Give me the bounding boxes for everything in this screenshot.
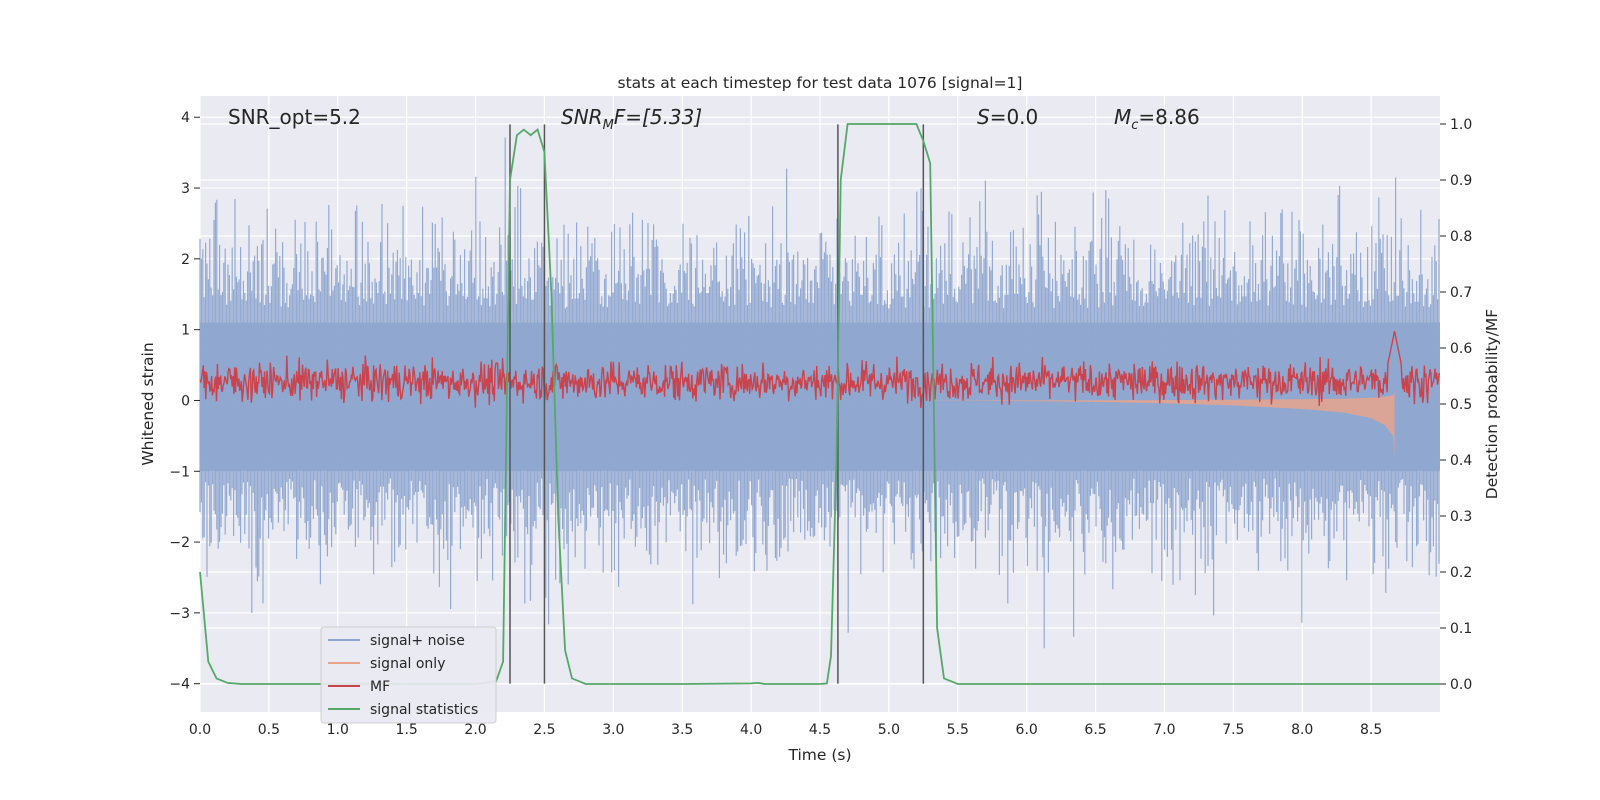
legend-box xyxy=(320,626,497,724)
x-tick-label: 2.0 xyxy=(464,722,486,738)
chart-title: stats at each timestep for test data 107… xyxy=(618,74,1023,92)
right-y-tick-label: 0.5 xyxy=(1450,397,1472,413)
annotation-s: S=0.0 xyxy=(977,105,1038,129)
x-tick-label: 3.0 xyxy=(602,722,624,738)
x-tick-label: 4.0 xyxy=(740,722,762,738)
mf-series xyxy=(199,331,1440,409)
x-tick-label: 1.0 xyxy=(327,722,349,738)
annotation-snr-mf: SNRMF=[5.33] xyxy=(561,105,702,133)
legend: signal+ noise signal only MF signal stat… xyxy=(320,626,497,724)
x-tick-label: 5.5 xyxy=(947,722,969,738)
left-y-tick-label: 3 xyxy=(181,181,190,197)
left-y-tick-label: −2 xyxy=(169,535,190,551)
x-tick-label: 3.5 xyxy=(671,722,693,738)
x-axis-label: Time (s) xyxy=(787,746,851,764)
x-tick-label: 2.5 xyxy=(533,722,555,738)
right-y-tick-label: 0.7 xyxy=(1450,285,1472,301)
legend-label-signal-statistics: signal statistics xyxy=(370,702,478,718)
right-y-axis-ticks: 0.0 0.1 0.2 0.3 0.4 0.5 0.6 0.7 0.8 0.9 1.0 xyxy=(1440,117,1472,693)
x-tick-label: 7.0 xyxy=(1153,722,1175,738)
right-y-tick-label: 0.0 xyxy=(1450,677,1472,693)
x-tick-label: 0.5 xyxy=(258,722,280,738)
right-y-tick-label: 0.6 xyxy=(1450,341,1472,357)
x-tick-label: 1.5 xyxy=(396,722,418,738)
annotation-snr-opt: SNR_opt=5.2 xyxy=(228,105,361,129)
x-tick-label: 7.5 xyxy=(1222,722,1244,738)
legend-label-mf: MF xyxy=(370,679,390,695)
left-y-tick-label: 0 xyxy=(181,393,190,409)
x-tick-label: 4.5 xyxy=(809,722,831,738)
left-y-tick-label: −1 xyxy=(169,464,190,480)
signal-plus-noise-series xyxy=(199,137,1440,649)
right-y-tick-label: 0.2 xyxy=(1450,565,1472,581)
left-y-axis-ticks: −4 −3 −2 −1 0 1 2 3 4 xyxy=(169,110,200,693)
x-tick-label: 8.5 xyxy=(1360,722,1382,738)
right-y-tick-label: 0.3 xyxy=(1450,509,1472,525)
x-tick-label: 5.0 xyxy=(878,722,900,738)
annotation-mc: Mc=8.86 xyxy=(1114,105,1200,133)
legend-label-signal-only: signal only xyxy=(370,656,445,672)
left-y-tick-label: 2 xyxy=(181,252,190,268)
left-y-axis-label: Whitened strain xyxy=(139,342,157,465)
right-y-axis-label: Detection probability/MF xyxy=(1483,309,1501,500)
x-tick-label: 8.0 xyxy=(1291,722,1313,738)
left-y-tick-label: −3 xyxy=(169,606,190,622)
x-tick-label: 6.0 xyxy=(1016,722,1038,738)
legend-label-signal-noise: signal+ noise xyxy=(370,633,465,649)
left-y-tick-label: 1 xyxy=(181,323,190,339)
left-y-tick-label: −4 xyxy=(169,677,190,693)
x-tick-label: 6.5 xyxy=(1084,722,1106,738)
right-y-tick-label: 0.1 xyxy=(1450,621,1472,637)
x-axis-ticks: 0.0 0.5 1.0 1.5 2.0 2.5 3.0 3.5 4.0 4.5 5.0 5.5 6.0 6… xyxy=(189,722,1382,738)
x-tick-label: 0.0 xyxy=(189,722,211,738)
right-y-tick-label: 0.4 xyxy=(1450,453,1472,469)
right-y-tick-label: 1.0 xyxy=(1450,117,1472,133)
mf-line xyxy=(199,331,1440,409)
left-y-tick-label: 4 xyxy=(181,110,190,126)
right-y-tick-label: 0.9 xyxy=(1450,173,1472,189)
right-y-tick-label: 0.8 xyxy=(1450,229,1472,245)
